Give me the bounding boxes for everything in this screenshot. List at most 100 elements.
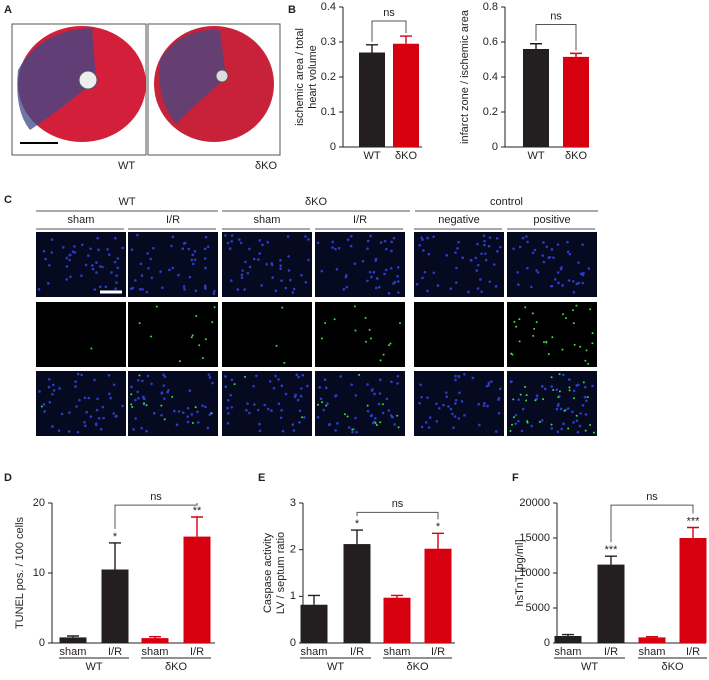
tunel-dot: [526, 420, 529, 423]
tunel-dot: [397, 426, 400, 429]
nucleus: [193, 249, 197, 253]
y-tick-label: 0: [492, 141, 498, 153]
nucleus: [170, 244, 173, 248]
nucleus: [454, 398, 458, 402]
bar: [343, 544, 371, 643]
nucleus: [415, 283, 419, 286]
tunel-dot: [511, 423, 514, 426]
significance-stars: *: [113, 531, 118, 543]
nucleus: [577, 261, 580, 264]
nucleus: [107, 373, 111, 377]
nucleus: [591, 384, 594, 388]
nucleus: [67, 430, 71, 433]
nucleus: [525, 235, 528, 238]
nucleus: [76, 430, 80, 434]
nucleus: [477, 402, 481, 406]
nucleus: [287, 269, 291, 272]
bar: [359, 52, 385, 147]
nucleus: [581, 273, 585, 277]
nucleus: [556, 243, 560, 246]
nucleus: [280, 279, 283, 282]
nucleus: [261, 243, 264, 247]
nucleus: [385, 397, 389, 401]
nucleus: [581, 281, 584, 285]
y-axis-label: hsTnT [pg/ml]: [514, 539, 526, 606]
nucleus: [96, 236, 99, 240]
nucleus: [101, 405, 105, 409]
x-tick-label: sham: [301, 646, 328, 658]
nucleus: [454, 374, 457, 378]
panel-letter: F: [512, 472, 519, 484]
nucleus: [196, 410, 199, 414]
nucleus: [476, 263, 480, 267]
tunel-dot: [381, 403, 384, 406]
nucleus: [372, 271, 376, 274]
column-header: sham: [68, 214, 95, 226]
nucleus: [152, 411, 156, 415]
nucleus: [236, 288, 240, 291]
y-axis-label: ischemic area / total: [294, 28, 306, 126]
tunel-dot: [592, 431, 595, 434]
nucleus: [121, 246, 124, 250]
tunel-dot: [591, 342, 594, 345]
x-tick-label: I/R: [190, 646, 204, 658]
nucleus: [514, 413, 518, 417]
nucleus: [366, 409, 370, 413]
nucleus: [579, 272, 583, 276]
nucleus: [226, 421, 230, 425]
nucleus: [239, 241, 243, 245]
tunel-dot: [138, 374, 141, 377]
nucleus: [457, 417, 461, 420]
panel-letter: D: [4, 472, 12, 484]
bar: [597, 564, 625, 643]
nucleus: [37, 288, 41, 291]
nucleus: [355, 430, 358, 434]
tunel-dot: [532, 334, 535, 337]
nucleus: [366, 383, 369, 386]
nucleus: [391, 415, 395, 419]
bar: [563, 56, 589, 147]
y-tick-label: 0: [544, 637, 550, 649]
y-tick-label: 10: [33, 567, 45, 579]
tunel-dot: [194, 406, 197, 409]
nucleus: [454, 402, 457, 405]
nucleus: [530, 424, 534, 428]
nucleus: [381, 411, 385, 415]
error-bar: [562, 633, 574, 636]
nucleus: [291, 423, 295, 426]
nucleus: [52, 389, 56, 392]
nucleus: [366, 247, 369, 250]
nucleus: [206, 426, 210, 430]
column-header: sham: [254, 214, 281, 226]
nucleus: [255, 374, 258, 378]
nucleus: [390, 240, 393, 244]
tunel-dot: [547, 353, 550, 356]
nucleus: [396, 274, 399, 278]
nucleus: [58, 387, 61, 390]
tunel-dot: [320, 337, 323, 340]
nucleus: [279, 264, 282, 268]
nucleus: [80, 373, 83, 377]
nucleus: [451, 412, 454, 416]
nucleus: [152, 246, 155, 250]
tunel-dot: [399, 322, 402, 325]
nucleus: [396, 374, 400, 378]
micro-image: [128, 232, 218, 297]
nucleus: [350, 234, 353, 238]
significance-label: ns: [383, 7, 395, 19]
nucleus: [171, 235, 175, 239]
nucleus: [303, 416, 306, 419]
nucleus: [422, 249, 425, 252]
significance-bracket: [356, 511, 439, 520]
nucleus: [585, 399, 588, 403]
nucleus: [581, 404, 585, 407]
nucleus: [57, 429, 61, 432]
bar: [679, 538, 707, 643]
tunel-dot: [366, 404, 369, 407]
tunel-dot: [388, 344, 391, 347]
nucleus: [369, 234, 372, 238]
nucleus: [150, 382, 153, 386]
y-tick-label: 0.3: [321, 36, 336, 48]
nucleus: [393, 423, 396, 426]
y-tick-label: 0: [290, 637, 296, 649]
